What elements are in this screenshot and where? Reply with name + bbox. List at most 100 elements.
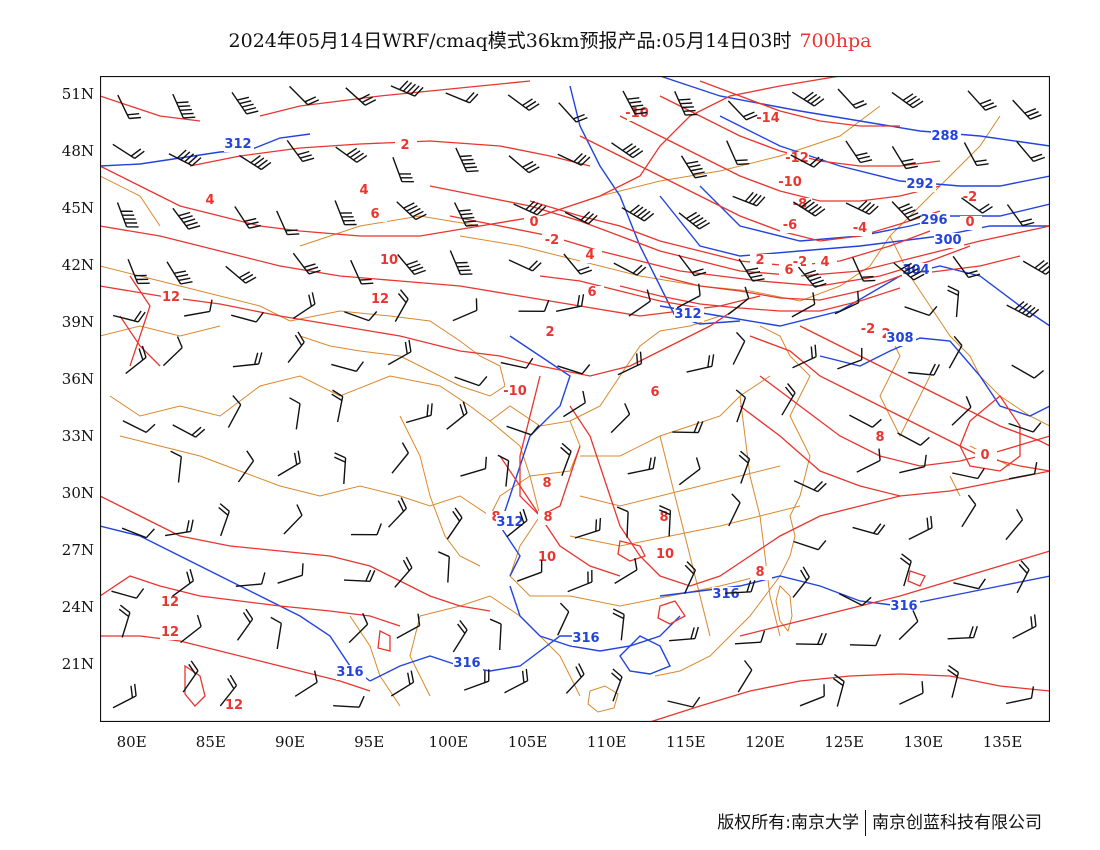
wind-barb xyxy=(166,261,193,285)
geopotential-label: 308 xyxy=(886,331,913,346)
wind-barb xyxy=(453,202,479,227)
wind-barb xyxy=(614,557,638,584)
wind-barb xyxy=(899,454,927,474)
wind-barb xyxy=(738,258,765,282)
wind-barb xyxy=(893,262,925,281)
geopotential-line-312-north xyxy=(100,133,311,167)
wind-barb xyxy=(735,389,747,423)
wind-barb xyxy=(781,383,796,416)
wind-barb xyxy=(1008,461,1038,480)
temperature-label: 12 xyxy=(162,290,180,305)
wind-barb xyxy=(621,204,655,222)
temperature-line-30 xyxy=(617,540,646,562)
temperature-line-22 xyxy=(569,405,901,587)
geopotential-label: 316 xyxy=(890,599,917,614)
geopotential-label: 316 xyxy=(453,656,480,671)
geopotential-label-bg xyxy=(890,599,920,614)
lon-tick-label: 105E xyxy=(507,733,548,751)
temperature-label-bg xyxy=(365,208,387,222)
wind-barb xyxy=(732,191,766,207)
temperature-label: -14 xyxy=(756,111,780,126)
wind-barb xyxy=(567,569,593,593)
wind-barb xyxy=(791,292,816,318)
temperature-label: 2 xyxy=(400,138,409,153)
wind-barb xyxy=(225,265,257,284)
temperature-label-bg xyxy=(780,176,802,190)
temperature-line-26 xyxy=(100,635,371,692)
wind-barb xyxy=(508,155,540,174)
wind-barb xyxy=(390,80,424,97)
wind-barb xyxy=(678,457,701,486)
wind-barb xyxy=(727,100,758,121)
wind-barb xyxy=(446,507,463,540)
temperature-label-bg xyxy=(160,626,182,640)
wind-barb xyxy=(286,139,315,163)
wind-barb xyxy=(387,497,408,528)
lat-tick-label: 30N xyxy=(61,484,94,502)
province-line-6 xyxy=(569,505,801,547)
lat-tick-label: 39N xyxy=(61,313,94,331)
wind-barb xyxy=(121,527,155,539)
wind-barb xyxy=(350,523,382,536)
wind-barb xyxy=(967,90,997,111)
temperature-line-31 xyxy=(657,600,686,625)
wind-barb xyxy=(127,259,150,285)
temperature-label-layer: -14-12-10-10-8-6 -4-2-2-20002224444666688… xyxy=(160,106,997,713)
wind-barb xyxy=(164,519,194,537)
map-background xyxy=(100,76,1050,722)
wind-barb xyxy=(345,87,377,106)
wind-barb xyxy=(676,283,701,309)
temperature-label-bg xyxy=(975,449,997,463)
wind-barb xyxy=(948,335,963,369)
temperature-label-bg xyxy=(655,548,677,562)
wind-barb xyxy=(438,551,450,583)
temperature-label: 4 xyxy=(585,248,594,263)
wind-barb xyxy=(898,610,919,641)
map-border xyxy=(100,76,1050,722)
wind-barb xyxy=(397,254,426,276)
wind-barb xyxy=(683,561,697,594)
geopotential-label-bg xyxy=(712,587,742,602)
wind-barb xyxy=(891,91,924,109)
wind-barb xyxy=(237,450,255,483)
temperature-label-bg xyxy=(537,477,559,491)
lat-tick-label: 48N xyxy=(61,142,94,160)
wind-barb xyxy=(899,681,924,705)
lon-tick-label: 95E xyxy=(354,733,385,751)
wind-barb xyxy=(610,403,631,434)
wind-barb xyxy=(334,452,347,484)
wind-barb xyxy=(172,207,201,230)
temperature-label-bg xyxy=(354,184,376,198)
geopotential-label-bg xyxy=(453,656,483,671)
temperature-label-bg xyxy=(537,551,559,565)
temperature-line-27 xyxy=(649,673,1050,722)
lat-tick-label: 27N xyxy=(61,541,94,559)
temperature-label: 2 xyxy=(545,325,554,340)
wind-barb xyxy=(725,580,756,594)
wind-barb xyxy=(446,401,468,430)
wind-barb xyxy=(617,351,643,376)
wind-barb xyxy=(611,668,623,702)
geopotential-line-316-west xyxy=(100,525,371,682)
wind-barb xyxy=(1005,508,1024,541)
wind-barb xyxy=(560,442,572,476)
temperature-line-19 xyxy=(739,405,1050,497)
wind-barb xyxy=(182,660,199,693)
lon-tick-label: 80E xyxy=(116,733,147,751)
wind-barb xyxy=(394,556,413,588)
geopotential-label: 312 xyxy=(496,515,523,530)
wind-barb xyxy=(394,289,409,322)
temperature-line-8 xyxy=(529,200,931,267)
temperature-line-21 xyxy=(519,375,581,517)
temperature-line-25 xyxy=(100,575,401,627)
temperature-label-bg xyxy=(505,385,527,399)
wind-barb xyxy=(1006,300,1040,318)
wind-barb xyxy=(564,211,598,225)
wind-barb xyxy=(627,456,656,475)
temperature-label: 12 xyxy=(161,625,179,640)
wind-barb xyxy=(289,397,301,430)
temperature-label: 0 xyxy=(965,215,974,230)
wind-barb xyxy=(348,613,369,644)
temperature-label: -4 xyxy=(853,221,867,236)
wind-barb xyxy=(292,292,316,319)
